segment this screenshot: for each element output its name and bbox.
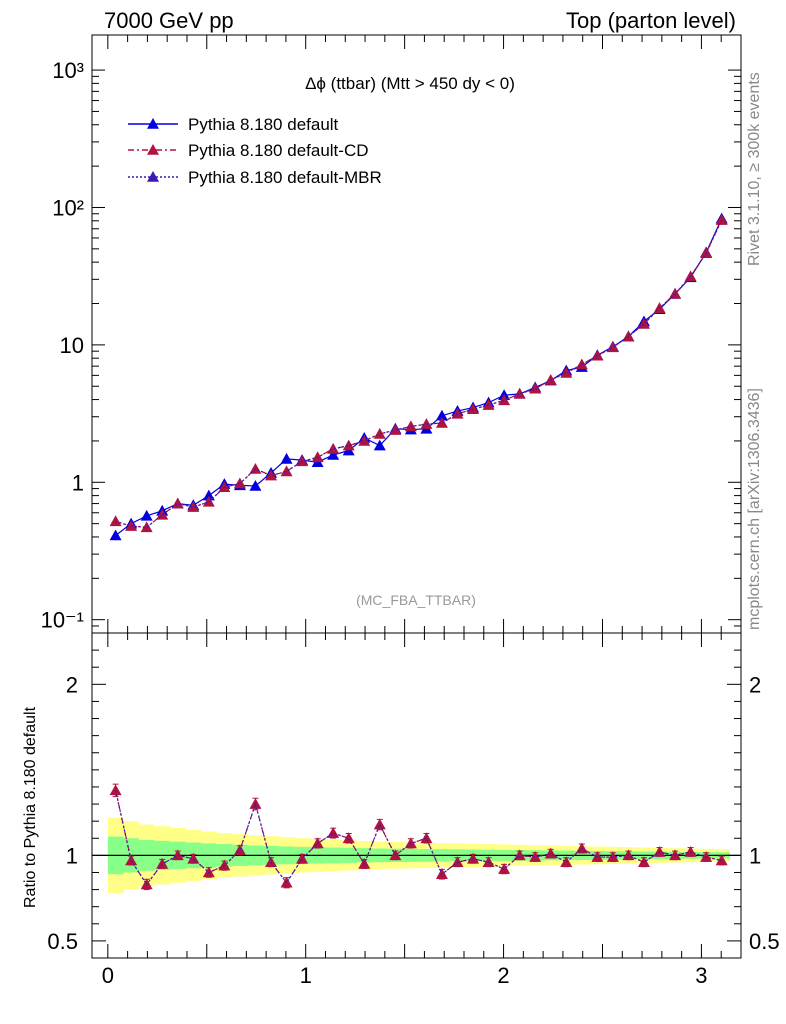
ratio-ytick-label: 2: [66, 672, 78, 697]
ratio-ytick-label: 0.5: [47, 929, 78, 954]
series-line-1: [115, 219, 723, 528]
chart-title: Δϕ (ttbar) (Mtt > 450 dy < 0): [305, 74, 515, 93]
data-point: [435, 409, 448, 421]
data-point: [513, 387, 526, 399]
data-point: [358, 434, 371, 446]
ratio-point: [233, 844, 246, 856]
chart-watermark: (MC_FBA_TTBAR): [356, 592, 476, 608]
data-point: [498, 394, 511, 406]
data-point: [342, 439, 355, 451]
data-point: [109, 515, 122, 527]
ratio-point: [296, 852, 309, 864]
data-point: [140, 509, 153, 521]
data-point: [109, 529, 122, 541]
axes: 10⁻¹ 1 10 10² 10³ 0 1 2 3 0.5 0.5 1 1 2 2: [41, 34, 780, 988]
ratio-point: [109, 784, 122, 796]
main-ytick-label: 10²: [52, 195, 84, 220]
ratio-point: [342, 832, 355, 844]
ratio-xtick-label: 1: [300, 963, 312, 988]
data-point: [265, 469, 278, 481]
data-point: [373, 439, 386, 451]
ratio-line-1: [115, 790, 722, 886]
data-point: [280, 452, 293, 464]
ratio-ytick-label: 1: [66, 843, 78, 868]
series-line-0: [115, 218, 723, 536]
main-ytick-label: 10: [60, 333, 84, 358]
data-point: [529, 382, 542, 394]
ratio-plot-frame: [91, 632, 742, 959]
data-point: [420, 418, 433, 429]
ratio-ytick-label-right: 2: [749, 672, 761, 697]
ratio-ytick-label-right: 0.5: [749, 929, 780, 954]
main-series: [109, 212, 728, 541]
ratio-xtick-label: 2: [497, 963, 509, 988]
ratio-series: [109, 783, 728, 891]
data-point: [327, 442, 340, 454]
ratio-xtick-label: 0: [102, 963, 114, 988]
ratio-point: [420, 832, 433, 844]
ratio-point: [265, 856, 278, 868]
ratio-point: [187, 852, 200, 864]
header-right: Top (parton level): [566, 8, 736, 33]
data-point: [187, 501, 200, 512]
ratio-point: [637, 856, 650, 868]
ratio-point: [327, 827, 340, 838]
ratio-point: [529, 851, 542, 862]
ratio-point: [513, 849, 526, 861]
data-point: [622, 330, 635, 342]
legend-marker-2: [147, 171, 159, 182]
ratio-point: [156, 857, 169, 869]
data-point: [482, 399, 495, 410]
data-point: [171, 497, 184, 509]
ratio-xtick-label: 3: [695, 963, 707, 988]
data-point: [715, 214, 728, 225]
data-point: [202, 495, 215, 507]
series-line-2: [115, 219, 723, 528]
data-point: [327, 448, 340, 460]
data-point: [591, 349, 604, 361]
data-point: [560, 366, 573, 378]
legend-label-2: Pythia 8.180 default-MBR: [188, 168, 382, 187]
main-ytick-label: 10⁻¹: [41, 608, 84, 633]
main-ytick-label: 10³: [52, 58, 84, 83]
legend-marker-0: [147, 118, 159, 129]
ratio-point: [373, 818, 386, 830]
legend-label-1: Pythia 8.180 default-CD: [188, 141, 369, 160]
ratio-ytick-label-right: 1: [749, 843, 761, 868]
header-left: 7000 GeV pp: [104, 8, 234, 33]
ratio-point: [404, 837, 417, 849]
data-point: [606, 341, 619, 353]
legend: Pythia 8.180 default Pythia 8.180 default…: [128, 115, 382, 187]
ratio-point: [125, 854, 138, 866]
data-point: [249, 479, 262, 491]
legend-label-0: Pythia 8.180 default: [188, 115, 339, 134]
data-point: [637, 317, 650, 329]
legend-marker-1: [147, 144, 159, 155]
data-point: [280, 465, 293, 477]
data-point: [435, 417, 448, 428]
main-ytick-label: 1: [72, 470, 84, 495]
data-point: [202, 489, 215, 501]
